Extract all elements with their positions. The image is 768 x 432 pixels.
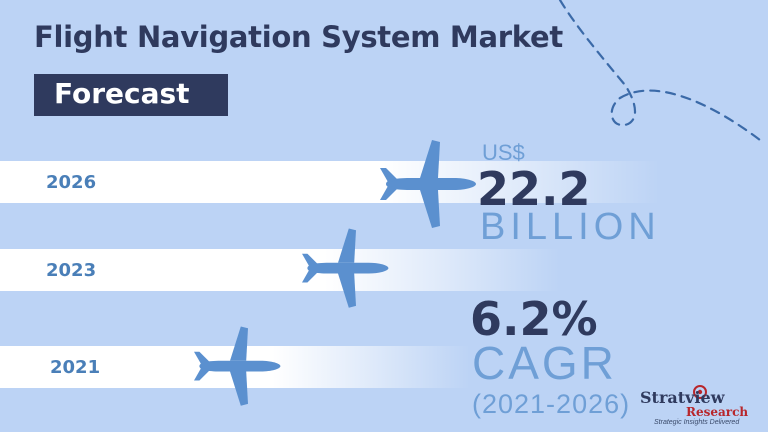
logo-brand-line1: Stratview [640,388,725,407]
cagr-period: (2021-2026) [472,389,631,419]
page-title: Flight Navigation System Market [34,20,563,54]
forecast-badge-label: Forecast [54,77,190,110]
logo-tagline: Strategic Insights Delivered [654,419,740,426]
cagr-label: CAGR [472,337,617,389]
logo-brand-line2: Research [686,405,749,419]
forecast-badge: Forecast [34,74,228,116]
cagr-value: 6.2% [470,292,598,346]
market-size-value: 22.2 [477,162,591,216]
target-icon [693,385,707,399]
year-label-2026: 2026 [46,172,97,193]
year-label-2021: 2021 [50,357,101,378]
stratview-logo: Stratview Research Strategic Insights De… [640,384,760,428]
year-band-2026 [0,161,660,203]
year-label-2023: 2023 [46,260,97,281]
airplane-icon [380,140,476,228]
year-band-2023 [0,249,560,291]
airplane-icon [302,228,389,308]
airplane-icon [194,326,281,406]
market-size-unit: BILLION [480,206,661,248]
currency-label: US$ [482,140,525,165]
